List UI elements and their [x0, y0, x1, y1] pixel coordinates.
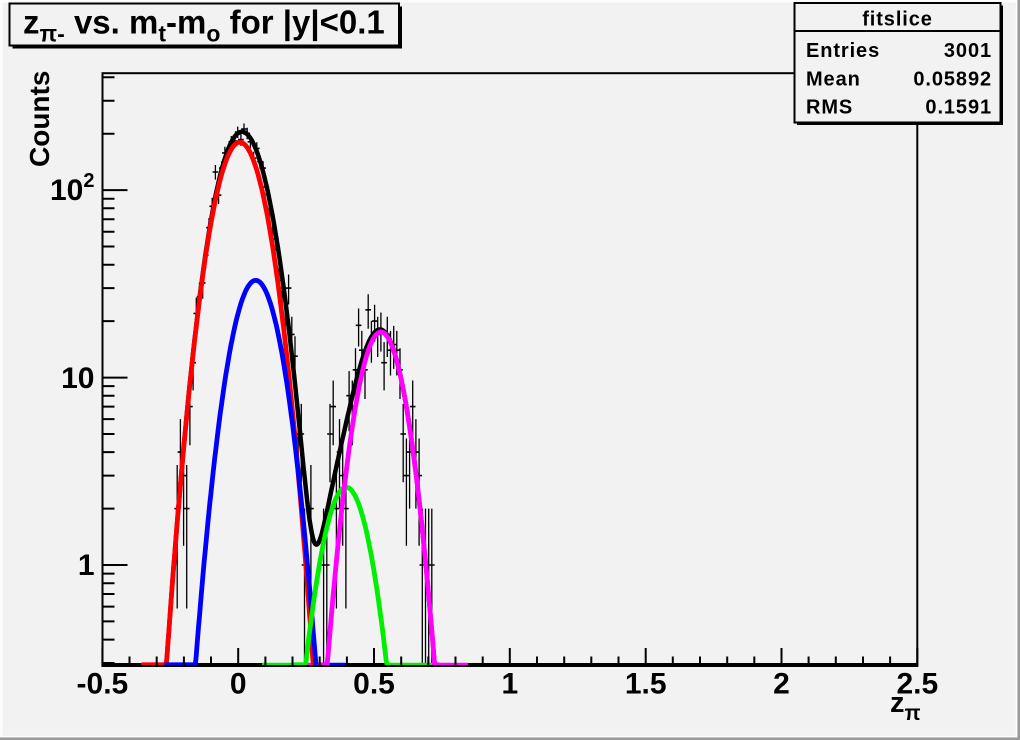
- svg-text:Mean: Mean: [806, 69, 861, 91]
- svg-text:10: 10: [61, 362, 94, 395]
- svg-text:0: 0: [230, 668, 247, 701]
- svg-text:0.5: 0.5: [353, 668, 395, 701]
- svg-text:0.05892: 0.05892: [913, 69, 992, 91]
- svg-text:Counts: Counts: [24, 71, 55, 167]
- svg-text:fitslice: fitslice: [862, 9, 933, 31]
- svg-text:-0.5: -0.5: [77, 668, 129, 701]
- svg-text:Entries: Entries: [806, 40, 880, 62]
- svg-text:2: 2: [773, 668, 790, 701]
- svg-text:2.5: 2.5: [896, 668, 938, 701]
- svg-text:RMS: RMS: [806, 97, 853, 119]
- svg-text:1: 1: [501, 668, 518, 701]
- svg-text:1: 1: [78, 549, 95, 582]
- svg-text:zπ- vs. mt-mo for |y|<0.1: zπ- vs. mt-mo for |y|<0.1: [23, 4, 385, 47]
- svg-text:1.5: 1.5: [625, 668, 667, 701]
- svg-text:3001: 3001: [944, 40, 992, 62]
- svg-text:0.1591: 0.1591: [925, 97, 992, 119]
